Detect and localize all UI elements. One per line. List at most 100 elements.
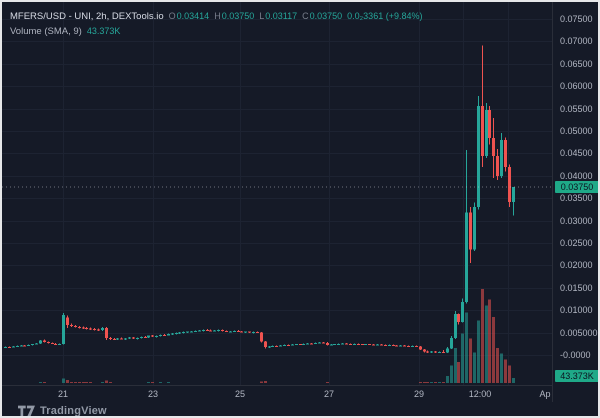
grid-line-vertical [329, 2, 330, 385]
price-axis-label: 0.03000 [560, 215, 593, 226]
volume-bar [74, 382, 77, 383]
candle-body [248, 331, 251, 333]
grid-line-horizontal [2, 198, 552, 199]
time-axis-label: 27 [323, 389, 334, 399]
candle-body [120, 338, 123, 340]
candle-body [419, 346, 422, 350]
price-axis-label: -0.0000 [560, 350, 591, 360]
volume-bar [496, 347, 499, 383]
candle-body [326, 342, 329, 346]
candle-body [434, 351, 437, 353]
candle-body [508, 166, 511, 203]
volume-bar [438, 382, 441, 383]
candle-body [198, 330, 201, 332]
candle-body [461, 302, 464, 322]
candle-body [341, 343, 344, 345]
candle-body [31, 344, 34, 346]
volume-bar [504, 359, 507, 383]
symbol-title[interactable]: MFERS/USD - UNI, 2h, DEXTools.io [10, 11, 164, 22]
candle-body [209, 330, 212, 332]
tradingview-attribution[interactable]: TradingView [18, 403, 107, 416]
candle-body [136, 337, 139, 339]
candle-body [442, 351, 445, 353]
candle-body [322, 342, 325, 344]
candle-body [504, 139, 507, 167]
candle-body [151, 335, 154, 337]
candle-body [12, 346, 15, 348]
candle-body [283, 345, 286, 347]
grid-line-horizontal [2, 86, 552, 87]
candle-body [155, 336, 158, 338]
volume-bar [430, 382, 433, 383]
candle-body [159, 334, 162, 337]
volume-bar [70, 381, 73, 383]
volume-bar [492, 317, 495, 383]
candle-body [43, 340, 46, 343]
candle-body [113, 338, 116, 340]
candle-body [357, 343, 360, 345]
candle-body [70, 324, 73, 326]
candle-body [132, 337, 135, 339]
time-axis[interactable]: 21 23 25 27 29 12:00 Ap [2, 385, 552, 403]
grid-line-vertical [463, 2, 464, 385]
candle-body [163, 334, 166, 336]
candle-body [492, 138, 495, 157]
candle-wick [238, 329, 239, 332]
volume-bar [469, 338, 472, 383]
candle-body [485, 109, 488, 157]
candle-body [469, 212, 472, 250]
candle-body [221, 329, 224, 331]
candle-body [217, 329, 220, 331]
candle-body [450, 337, 453, 349]
candle-body [500, 139, 503, 176]
candle-body [481, 105, 484, 157]
price-chart[interactable] [2, 2, 552, 385]
candle-body [128, 337, 131, 339]
price-axis[interactable]: 0.03750 43.373K 0.07500 0.07000 0.06500 0.0… [552, 2, 598, 402]
price-axis-label: 0.01000 [560, 305, 593, 316]
grid-line-horizontal [2, 109, 552, 110]
candle-body [306, 343, 309, 345]
grid-line-horizontal [2, 176, 552, 177]
candle-body [171, 333, 174, 335]
volume-bar [39, 382, 42, 383]
change-value: 0.0₂3361 (+9.84%) [347, 11, 423, 21]
candle-body [51, 342, 54, 344]
grid-line-horizontal [2, 310, 552, 311]
candle-body [512, 187, 515, 203]
candle-body [144, 337, 147, 339]
candle-body [244, 331, 247, 333]
candle-body [182, 332, 185, 334]
candle-body [206, 329, 209, 331]
candle-body [256, 332, 259, 334]
candle-wick [443, 350, 444, 354]
candle-body [345, 343, 348, 345]
price-axis-label: 0.07000 [560, 36, 593, 47]
candle-body [58, 344, 61, 346]
candle-body [279, 345, 282, 347]
candle-body [93, 329, 96, 331]
price-axis-label: 0.005000 [560, 327, 598, 338]
candle-body [415, 346, 418, 348]
candle-body [407, 346, 410, 348]
time-axis-label: 21 [57, 389, 68, 399]
volume-bar [78, 382, 81, 383]
candle-body [54, 343, 57, 345]
candle-body [287, 345, 290, 347]
volume-bar [442, 381, 445, 383]
candle-body [291, 344, 294, 346]
candle-body [97, 329, 100, 331]
candle-body [368, 344, 371, 346]
grid-line-vertical [63, 2, 64, 385]
volume-bar [481, 289, 484, 383]
price-axis-label: 0.05500 [560, 103, 593, 114]
candle-body [411, 346, 414, 348]
volume-bar [512, 377, 515, 383]
candle-body [380, 344, 383, 346]
price-axis-label: 0.06500 [560, 58, 593, 69]
candle-body [465, 212, 468, 303]
volume-indicator-label[interactable]: Volume (SMA, 9) [10, 26, 82, 37]
candle-body [213, 330, 216, 332]
candle-body [74, 325, 77, 327]
price-axis-label: 0.03500 [560, 193, 593, 204]
